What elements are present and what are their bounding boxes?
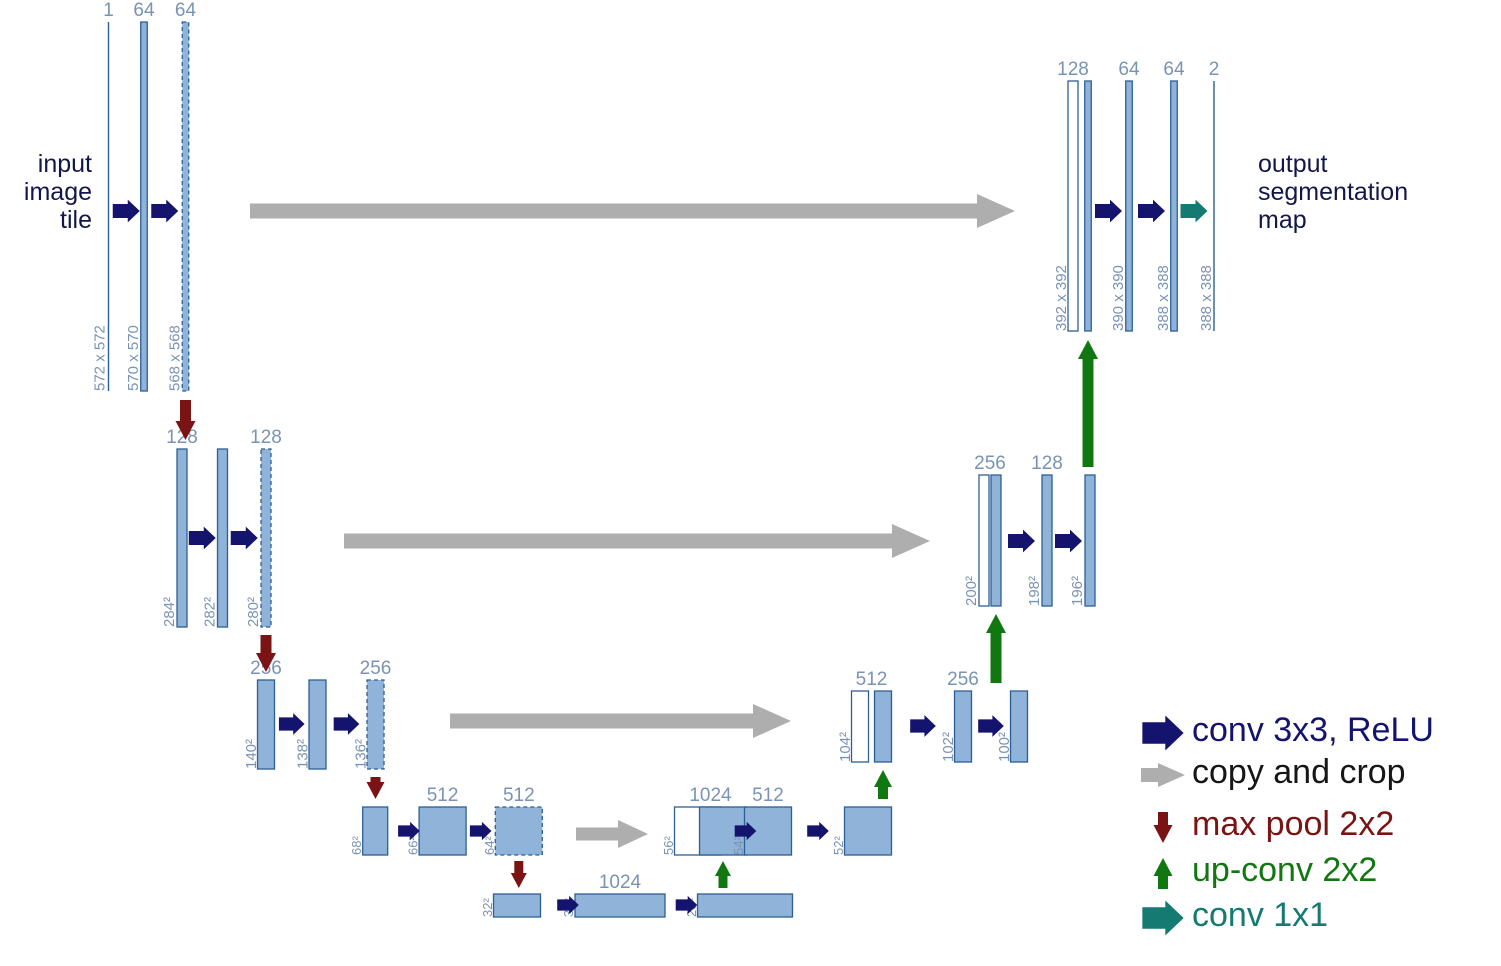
svg-text:392 x 392: 392 x 392 bbox=[1053, 265, 1070, 331]
svg-text:68²: 68² bbox=[349, 836, 364, 855]
svg-text:256: 256 bbox=[947, 669, 979, 690]
svg-text:140²: 140² bbox=[243, 739, 260, 769]
svg-text:max pool 2x2: max pool 2x2 bbox=[1192, 805, 1394, 843]
svg-text:512: 512 bbox=[503, 785, 535, 806]
svg-text:390 x 390: 390 x 390 bbox=[1110, 265, 1127, 331]
svg-text:196²: 196² bbox=[1069, 576, 1086, 606]
svg-text:conv 1x1: conv 1x1 bbox=[1192, 896, 1328, 934]
svg-text:512: 512 bbox=[856, 669, 888, 690]
svg-text:input: input bbox=[38, 150, 92, 178]
svg-text:128: 128 bbox=[1057, 59, 1089, 80]
svg-text:segmentation: segmentation bbox=[1258, 178, 1408, 206]
svg-text:570 x 570: 570 x 570 bbox=[125, 325, 142, 391]
svg-text:512: 512 bbox=[427, 785, 459, 806]
svg-text:200²: 200² bbox=[963, 576, 980, 606]
svg-text:138²: 138² bbox=[295, 739, 312, 769]
svg-text:136²: 136² bbox=[353, 739, 370, 769]
svg-text:388 x 388: 388 x 388 bbox=[1155, 265, 1172, 331]
svg-text:512: 512 bbox=[752, 785, 784, 806]
svg-text:up-conv 2x2: up-conv 2x2 bbox=[1192, 851, 1377, 889]
svg-text:1024: 1024 bbox=[599, 872, 642, 893]
svg-text:1: 1 bbox=[103, 0, 114, 21]
svg-text:copy and crop: copy and crop bbox=[1192, 753, 1406, 791]
svg-text:280²: 280² bbox=[245, 597, 262, 627]
svg-text:52²: 52² bbox=[831, 836, 846, 855]
svg-text:100²: 100² bbox=[996, 732, 1013, 762]
svg-text:54²: 54² bbox=[731, 836, 746, 855]
svg-text:output: output bbox=[1258, 150, 1328, 178]
svg-text:1024: 1024 bbox=[689, 785, 732, 806]
svg-text:282²: 282² bbox=[202, 597, 219, 627]
svg-text:102²: 102² bbox=[940, 732, 957, 762]
svg-text:64: 64 bbox=[1118, 59, 1140, 80]
svg-text:image: image bbox=[24, 178, 92, 206]
svg-text:128: 128 bbox=[1031, 453, 1063, 474]
svg-text:64²: 64² bbox=[482, 836, 497, 855]
svg-text:conv 3x3, ReLU: conv 3x3, ReLU bbox=[1192, 711, 1434, 749]
svg-text:128: 128 bbox=[250, 427, 282, 448]
svg-text:198²: 198² bbox=[1026, 576, 1043, 606]
svg-text:568 x 568: 568 x 568 bbox=[167, 325, 184, 391]
svg-text:32²: 32² bbox=[480, 898, 495, 917]
svg-text:56²: 56² bbox=[661, 836, 676, 855]
svg-text:64: 64 bbox=[133, 0, 155, 21]
svg-text:64: 64 bbox=[175, 0, 197, 21]
svg-text:2: 2 bbox=[1209, 59, 1220, 80]
svg-text:572 x 572: 572 x 572 bbox=[92, 325, 109, 391]
svg-text:map: map bbox=[1258, 206, 1307, 234]
svg-text:tile: tile bbox=[60, 206, 92, 234]
svg-text:284²: 284² bbox=[161, 597, 178, 627]
svg-text:64: 64 bbox=[1163, 59, 1185, 80]
svg-text:388 x 388: 388 x 388 bbox=[1198, 265, 1215, 331]
svg-text:104²: 104² bbox=[837, 732, 854, 762]
svg-text:256: 256 bbox=[974, 453, 1006, 474]
svg-text:256: 256 bbox=[360, 658, 392, 679]
svg-text:66²: 66² bbox=[406, 836, 421, 855]
